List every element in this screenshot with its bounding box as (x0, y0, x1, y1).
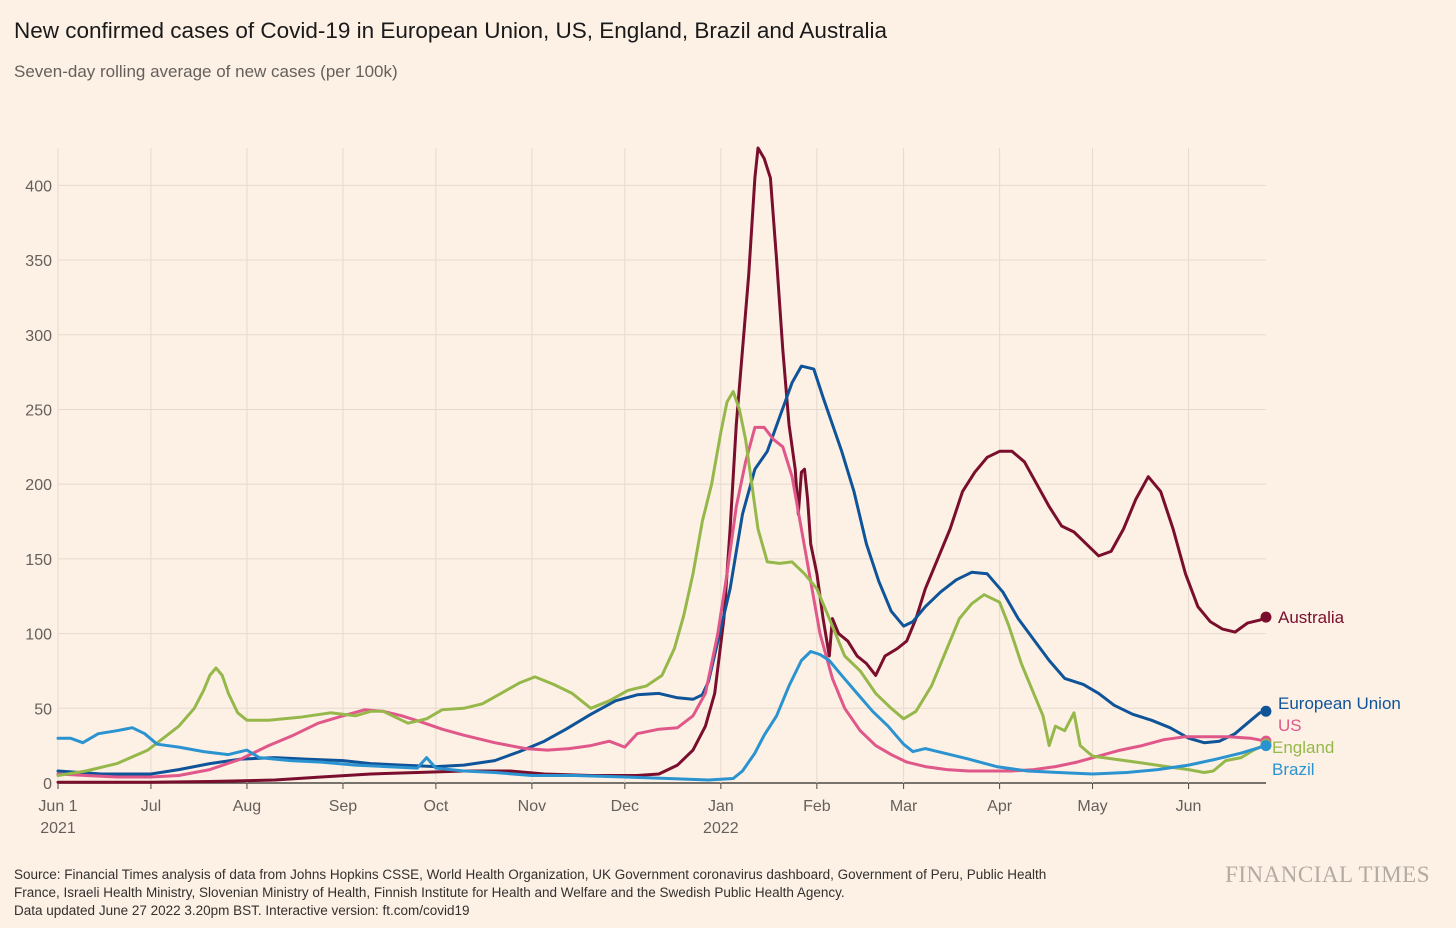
series-line-australia (56, 146, 1268, 784)
x-tick-label: Apr (987, 798, 1013, 815)
x-tick-label: Mar (890, 798, 918, 815)
series-line-european-union (56, 364, 1268, 776)
x-tick-label: Oct (423, 798, 448, 815)
y-tick-label: 400 (25, 178, 52, 195)
grid (57, 148, 1266, 784)
x-tick-label: Feb (803, 798, 831, 815)
series-label-england: England (1272, 738, 1334, 757)
series-label-australia: Australia (1278, 608, 1345, 627)
x-tick-label: Jan (708, 798, 734, 815)
y-tick-label: 300 (25, 328, 52, 345)
x-tick-label: Aug (233, 798, 261, 815)
series-label-european-union: European Union (1278, 694, 1401, 713)
series-line-england (56, 390, 1268, 777)
y-tick-label: 50 (34, 701, 52, 718)
y-tick-label: 250 (25, 402, 52, 419)
x-tick-label: Sep (329, 798, 358, 815)
y-tick-label: 0 (43, 776, 52, 793)
series-end-dot-australia (1260, 611, 1272, 623)
x-tick-label: Jun 1 (38, 798, 77, 815)
source-line-3: Data updated June 27 2022 3.20pm BST. In… (14, 903, 470, 918)
series-labels: Australia European Union US England Brazil (1272, 608, 1401, 779)
source-line-2: France, Israeli Health Ministry, Sloveni… (14, 885, 845, 900)
y-tick-label: 150 (25, 552, 52, 569)
chart-subtitle: Seven-day rolling average of new cases (… (14, 62, 398, 81)
series-end-dot-brazil (1260, 740, 1272, 752)
x-tick-label: Nov (518, 798, 546, 815)
publisher-logo: FINANCIAL TIMES (1225, 862, 1430, 887)
source-note: Source: Financial Times analysis of data… (14, 866, 1174, 920)
series-line-brazil (56, 650, 1268, 782)
x-tick-sublabel: 2021 (40, 820, 76, 837)
x-tick-label: Jul (141, 798, 161, 815)
source-line-1: Source: Financial Times analysis of data… (14, 867, 1047, 882)
x-tick-sublabel: 2022 (703, 820, 739, 837)
chart-title: New confirmed cases of Covid-19 in Europ… (14, 18, 887, 43)
x-tick-label: May (1077, 798, 1107, 815)
x-axis: Jun 1 2021 Jul Aug Sep Oct Nov Dec Jan 2022 Feb Mar… (38, 783, 1201, 837)
line-chart: 0 50 100 150 200 250 300 350 400 Jun 1 2021 Jul Aug… (25, 146, 1401, 837)
y-tick-label: 100 (25, 627, 52, 644)
series-label-us: US (1278, 716, 1302, 735)
series-lines (56, 146, 1272, 784)
x-tick-label: Dec (611, 798, 639, 815)
series-line-us (56, 425, 1268, 779)
y-tick-label: 200 (25, 477, 52, 494)
y-axis: 0 50 100 150 200 250 300 350 400 (25, 178, 52, 793)
x-tick-label: Jun (1176, 798, 1202, 815)
series-end-dot-european-union (1260, 705, 1272, 717)
series-label-brazil: Brazil (1272, 760, 1315, 779)
y-tick-label: 350 (25, 253, 52, 270)
